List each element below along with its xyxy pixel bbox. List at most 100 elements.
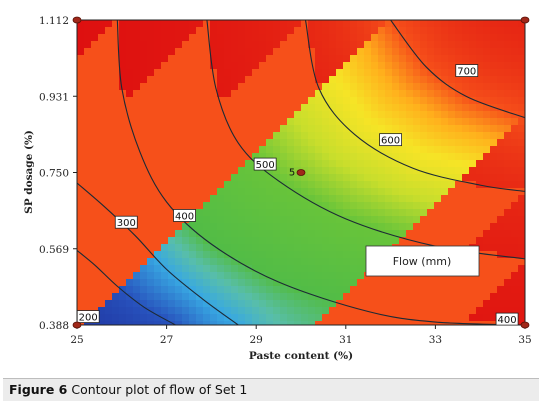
heat-cell [462, 139, 470, 147]
heat-cell [357, 90, 365, 98]
heat-cell [504, 111, 512, 119]
heat-cell [490, 34, 498, 42]
heat-cell [175, 160, 183, 168]
heat-cell [294, 188, 302, 196]
heat-cell [259, 216, 267, 224]
heat-cell [119, 34, 127, 42]
heat-cell [371, 167, 379, 175]
heat-cell [147, 27, 155, 35]
heat-cell [182, 272, 190, 280]
heat-cell [322, 293, 330, 301]
heat-cell [462, 83, 470, 91]
heat-cell [119, 69, 127, 77]
heat-cell [343, 300, 351, 308]
heat-cell [392, 279, 400, 287]
heat-cell [266, 48, 274, 56]
heat-cell [504, 27, 512, 35]
heat-cell [483, 118, 491, 126]
heat-cell [329, 104, 337, 112]
heat-cell [399, 118, 407, 126]
heat-cell [434, 216, 442, 224]
heat-cell [154, 181, 162, 189]
heat-cell [154, 27, 162, 35]
heat-cell [231, 188, 239, 196]
heat-cell [119, 76, 127, 84]
heat-cell [497, 69, 505, 77]
heat-cell [266, 265, 274, 273]
heat-cell [357, 244, 365, 252]
heat-cell [280, 188, 288, 196]
heat-cell [287, 251, 295, 259]
heat-cell [189, 139, 197, 147]
heat-cell [231, 293, 239, 301]
heat-cell [245, 41, 253, 49]
heat-cell [385, 181, 393, 189]
heat-cell [315, 97, 323, 105]
heat-cell [259, 300, 267, 308]
heat-cell [224, 272, 232, 280]
heat-cell [504, 293, 512, 301]
heat-cell [133, 132, 141, 140]
heat-cell [245, 111, 253, 119]
heat-cell [91, 76, 99, 84]
heat-cell [287, 314, 295, 322]
heat-cell [287, 265, 295, 273]
heat-cell [427, 160, 435, 168]
heat-cell [238, 237, 246, 245]
heat-cell [518, 97, 525, 105]
heat-cell [210, 111, 218, 119]
contour-label-box [253, 157, 277, 171]
heat-cell [315, 20, 323, 28]
heat-cell [343, 258, 351, 266]
heat-cell [210, 321, 218, 325]
heat-cell [140, 195, 148, 203]
heat-cell [245, 76, 253, 84]
heat-cell [441, 34, 449, 42]
heat-cell [147, 20, 155, 28]
heat-cell [518, 34, 525, 42]
heat-cell [196, 118, 204, 126]
heat-cell [147, 62, 155, 70]
heat-cell [140, 251, 148, 259]
heat-cell [168, 90, 176, 98]
heat-cell [140, 272, 148, 280]
heat-cell [280, 83, 288, 91]
heat-cell [231, 48, 239, 56]
heat-cell [462, 125, 470, 133]
heat-cell [196, 307, 204, 315]
heat-cell [287, 188, 295, 196]
heat-cell [217, 237, 225, 245]
heat-cell [245, 258, 253, 266]
heat-cell [98, 223, 106, 231]
heat-cell [154, 83, 162, 91]
heat-cell [385, 55, 393, 63]
heat-cell [203, 146, 211, 154]
heat-cell [140, 76, 148, 84]
heat-cell [448, 55, 456, 63]
heat-cell [98, 111, 106, 119]
heat-cell [140, 188, 148, 196]
heat-cell [378, 209, 386, 217]
heat-cell [119, 146, 127, 154]
heat-cell [441, 62, 449, 70]
heat-cell [210, 62, 218, 70]
heat-cell [336, 307, 344, 315]
heat-cell [147, 153, 155, 161]
heat-cell [105, 174, 113, 182]
heat-cell [112, 181, 120, 189]
heat-cell [238, 132, 246, 140]
heat-cell [371, 293, 379, 301]
heat-cell [175, 62, 183, 70]
heat-cell [196, 195, 204, 203]
heat-cell [189, 27, 197, 35]
heat-cell [126, 146, 134, 154]
heat-cell [210, 34, 218, 42]
heat-cell [308, 83, 316, 91]
heat-cell [210, 209, 218, 217]
heat-cell [126, 272, 134, 280]
heat-cell [280, 307, 288, 315]
heat-cell [196, 321, 204, 325]
heat-cell [147, 83, 155, 91]
heat-cell [119, 202, 127, 210]
heat-cell [392, 83, 400, 91]
